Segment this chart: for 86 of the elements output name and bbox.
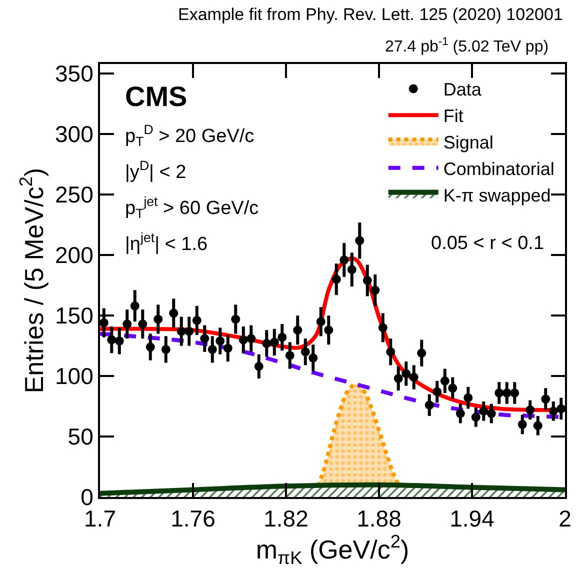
point <box>308 353 318 362</box>
point <box>548 406 558 416</box>
point <box>518 420 527 429</box>
point <box>526 405 535 414</box>
point <box>402 369 411 378</box>
point <box>114 336 124 346</box>
point <box>409 372 418 382</box>
point <box>417 348 426 358</box>
x-tick-label: 1.82 <box>264 506 308 532</box>
y-tick-label: 350 <box>55 60 94 87</box>
y-tick-label: 300 <box>55 121 94 148</box>
x-tick-label: 1.94 <box>450 506 495 532</box>
point <box>184 326 194 336</box>
point <box>100 318 108 328</box>
point <box>192 316 202 325</box>
chart-title: Example fit from Phy. Rev. Lett. 125 (2020) 102001 <box>178 5 563 24</box>
y-tick-label: 150 <box>55 302 94 329</box>
point <box>541 394 550 404</box>
point <box>254 362 264 371</box>
point <box>161 344 170 354</box>
annotation: p$_{T}$$^{D}$ > 20 GeV/c <box>125 122 254 149</box>
point <box>324 326 334 335</box>
point <box>362 276 372 285</box>
point <box>448 384 458 393</box>
point <box>502 388 512 398</box>
point <box>285 350 294 360</box>
point <box>270 338 279 347</box>
annotation: CMS <box>125 81 188 112</box>
point <box>208 344 217 354</box>
point <box>300 347 310 356</box>
point <box>278 332 287 342</box>
point <box>432 387 442 396</box>
x-tick-label: 2 <box>558 506 572 532</box>
point <box>355 236 364 246</box>
point <box>176 326 186 336</box>
annotation: |η$^{jet}$| < 1.6 <box>125 230 208 255</box>
point <box>494 388 504 398</box>
point <box>340 255 349 264</box>
x-tick-label: 1.88 <box>356 506 402 532</box>
y-tick-label: 250 <box>55 182 94 208</box>
point <box>138 320 148 329</box>
point <box>130 301 140 310</box>
y-tick-label: 50 <box>68 424 94 450</box>
annotation: |y$^{D}$| < 2 <box>125 158 186 183</box>
point <box>378 323 388 332</box>
point <box>440 376 450 386</box>
point <box>316 317 326 326</box>
point <box>238 335 248 344</box>
point <box>246 334 256 344</box>
legend-label: Fit <box>443 106 464 126</box>
point <box>533 421 542 430</box>
point <box>479 406 488 416</box>
point <box>200 334 210 344</box>
y-tick-label: 200 <box>55 242 94 268</box>
point <box>347 265 356 274</box>
point <box>456 409 465 418</box>
y-tick-label: 100 <box>55 363 94 390</box>
legend-label: K-π swapped <box>443 185 551 206</box>
point <box>169 308 178 318</box>
point <box>370 286 380 295</box>
point <box>262 338 272 348</box>
x-tick-label: 1.76 <box>170 506 216 532</box>
x-axis-title: m$_{πK}$ (GeV/c$^{2}$) <box>256 532 410 568</box>
legend-label: Data <box>443 80 482 100</box>
point <box>486 409 496 418</box>
point <box>556 404 565 414</box>
point <box>107 335 116 344</box>
chart-subtitle: 27.4 pb$^{-1}$ (5.02 TeV pp) <box>385 36 549 56</box>
point <box>386 347 396 356</box>
point <box>231 314 240 324</box>
point <box>216 336 225 346</box>
point <box>223 344 232 353</box>
point <box>332 274 341 284</box>
point <box>464 393 473 402</box>
point <box>154 314 163 324</box>
point <box>293 326 302 335</box>
legend-label: Signal <box>443 132 494 153</box>
point <box>146 342 155 352</box>
point <box>510 388 520 398</box>
point <box>394 374 403 383</box>
point <box>424 400 434 410</box>
annotation: p$_{T}$$^{jet}$ > 60 GeV/c <box>125 194 259 221</box>
point <box>122 320 132 329</box>
point <box>471 412 480 422</box>
annotation: 0.05 < r < 0.1 <box>431 233 544 254</box>
legend-label: Combinatorial <box>443 158 554 179</box>
